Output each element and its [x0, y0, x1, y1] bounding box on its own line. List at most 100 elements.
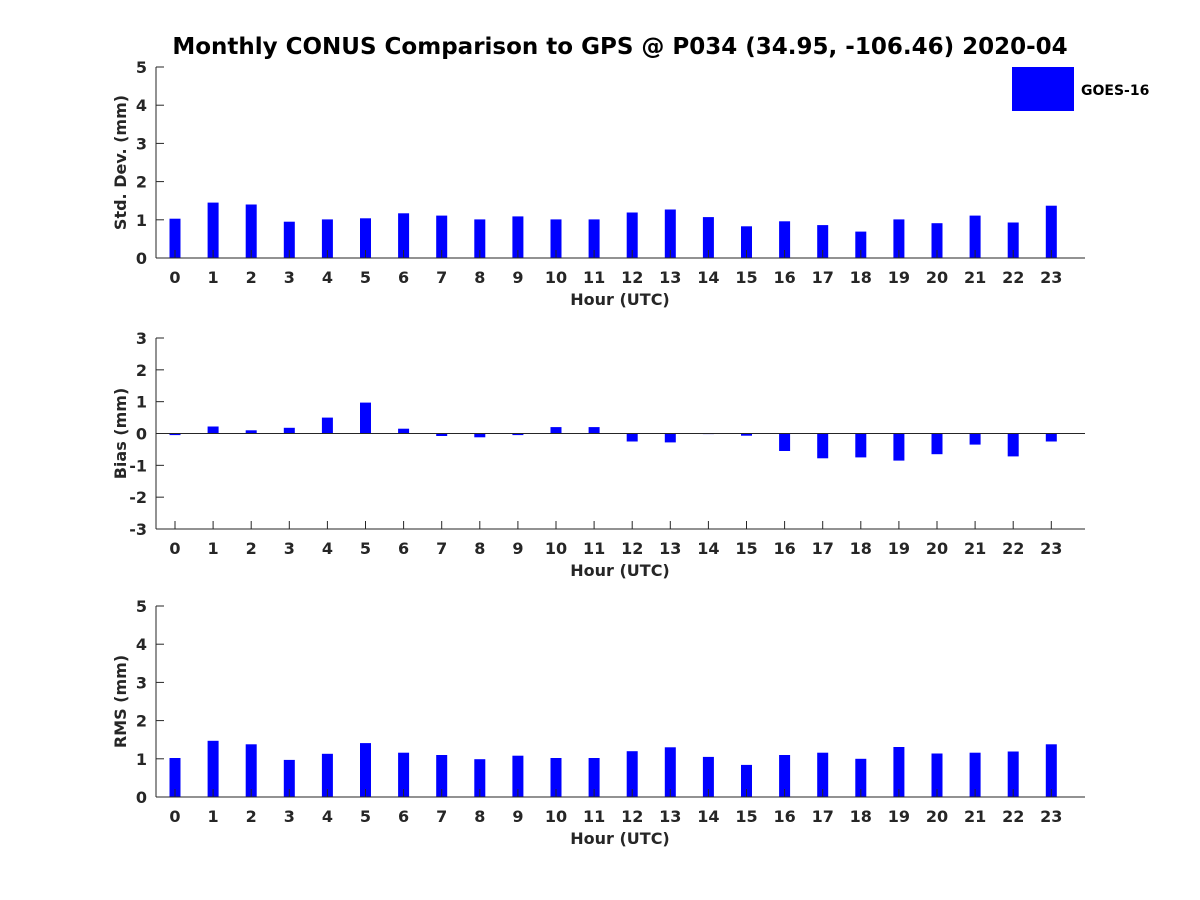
- x-tick-label: 21: [964, 539, 986, 558]
- x-tick-label: 20: [926, 807, 948, 826]
- bar-bias-hour-5: [360, 402, 371, 434]
- x-tick-label: 3: [284, 539, 295, 558]
- x-tick-label: 22: [1002, 539, 1024, 558]
- x-tick-label: 13: [659, 807, 681, 826]
- legend-label: GOES-16: [1081, 83, 1149, 99]
- bar-rms-hour-4: [321, 753, 333, 797]
- bar-rms-hour-17: [817, 752, 829, 797]
- x-tick-label: 18: [850, 539, 872, 558]
- y-tick-label: 1: [136, 211, 147, 230]
- bar-rms-hour-18: [855, 758, 867, 797]
- x-tick-label: 2: [246, 807, 257, 826]
- bar-rms-hour-20: [931, 753, 943, 797]
- bar-std-dev-hour-5: [360, 218, 371, 258]
- x-tick-label: 1: [208, 807, 219, 826]
- x-tick-label: 13: [659, 539, 681, 558]
- bar-std-dev-hour-8: [474, 219, 486, 258]
- x-tick-label: 15: [735, 807, 757, 826]
- y-tick-label: 2: [136, 712, 147, 731]
- x-tick-label: 11: [583, 539, 605, 558]
- x-tick-label: 20: [926, 539, 948, 558]
- x-axis-label: Hour (UTC): [570, 829, 670, 848]
- y-tick-label: 0: [136, 788, 147, 807]
- bar-std-dev-hour-16: [779, 221, 791, 258]
- y-tick-label: 5: [136, 597, 147, 616]
- x-tick-label: 11: [583, 268, 605, 287]
- bar-std-dev-hour-17: [817, 225, 829, 258]
- x-tick-label: 9: [512, 807, 523, 826]
- bar-bias-hour-2: [245, 430, 257, 434]
- x-tick-label: 4: [322, 539, 333, 558]
- bar-bias-hour-0: [169, 433, 181, 436]
- y-tick-label: 0: [136, 249, 147, 268]
- x-tick-label: 12: [621, 268, 643, 287]
- x-tick-label: 8: [474, 539, 485, 558]
- x-tick-label: 16: [773, 807, 795, 826]
- y-axis-label: Bias (mm): [111, 388, 130, 480]
- bar-bias-hour-1: [207, 426, 219, 434]
- bar-bias-hour-20: [931, 433, 943, 455]
- x-tick-label: 17: [812, 807, 834, 826]
- x-tick-label: 5: [360, 539, 371, 558]
- x-tick-label: 19: [888, 268, 910, 287]
- x-tick-label: 3: [284, 268, 295, 287]
- x-tick-label: 10: [545, 268, 567, 287]
- y-tick-label: 2: [136, 361, 147, 380]
- bar-rms-hour-21: [969, 752, 981, 797]
- y-tick-label: 1: [136, 750, 147, 769]
- y-tick-label: 0: [136, 425, 147, 444]
- x-tick-label: 0: [169, 268, 180, 287]
- x-tick-label: 21: [964, 807, 986, 826]
- x-tick-label: 2: [246, 539, 257, 558]
- y-tick-label: 4: [136, 635, 147, 654]
- x-tick-label: 4: [322, 268, 333, 287]
- bar-std-dev-hour-3: [283, 221, 295, 258]
- x-axis-label: Hour (UTC): [570, 290, 670, 309]
- x-tick-label: 1: [208, 268, 219, 287]
- bar-std-dev-hour-15: [741, 226, 752, 258]
- x-tick-label: 12: [621, 807, 643, 826]
- y-axis-label: Std. Dev. (mm): [111, 95, 130, 230]
- x-tick-label: 6: [398, 807, 409, 826]
- x-tick-label: 9: [512, 268, 523, 287]
- x-tick-label: 15: [735, 539, 757, 558]
- bar-std-dev-hour-7: [436, 215, 448, 258]
- x-tick-label: 16: [773, 268, 795, 287]
- bar-bias-hour-11: [588, 427, 600, 434]
- x-tick-label: 16: [773, 539, 795, 558]
- bar-rms-hour-15: [741, 764, 752, 797]
- y-tick-label: 3: [136, 134, 147, 153]
- bar-rms-hour-12: [626, 751, 638, 797]
- x-tick-label: 23: [1040, 539, 1062, 558]
- bar-rms-hour-6: [398, 752, 410, 797]
- bar-rms-hour-13: [664, 747, 676, 797]
- x-tick-label: 9: [512, 539, 523, 558]
- x-tick-label: 19: [888, 807, 910, 826]
- x-tick-label: 23: [1040, 807, 1062, 826]
- bar-std-dev-hour-11: [588, 219, 600, 258]
- legend-swatch: [1012, 67, 1074, 111]
- bar-bias-hour-9: [512, 433, 524, 436]
- bar-std-dev-hour-12: [626, 212, 638, 258]
- bar-bias-hour-7: [436, 433, 448, 436]
- x-tick-label: 6: [398, 268, 409, 287]
- x-tick-label: 17: [812, 268, 834, 287]
- x-tick-label: 7: [436, 807, 447, 826]
- bar-rms-hour-1: [207, 740, 219, 797]
- x-tick-label: 23: [1040, 268, 1062, 287]
- bar-bias-hour-4: [321, 417, 333, 434]
- x-tick-label: 14: [697, 268, 719, 287]
- y-tick-label: 1: [136, 393, 147, 412]
- y-axis-label: RMS (mm): [111, 655, 130, 748]
- bar-rms-hour-22: [1007, 751, 1019, 797]
- x-axis-label: Hour (UTC): [570, 561, 670, 580]
- bar-std-dev-hour-18: [855, 231, 867, 258]
- x-tick-label: 13: [659, 268, 681, 287]
- bar-std-dev-hour-23: [1045, 205, 1057, 258]
- bar-rms-hour-7: [436, 755, 448, 797]
- bar-rms-hour-23: [1045, 744, 1057, 797]
- bar-rms-hour-3: [283, 759, 295, 797]
